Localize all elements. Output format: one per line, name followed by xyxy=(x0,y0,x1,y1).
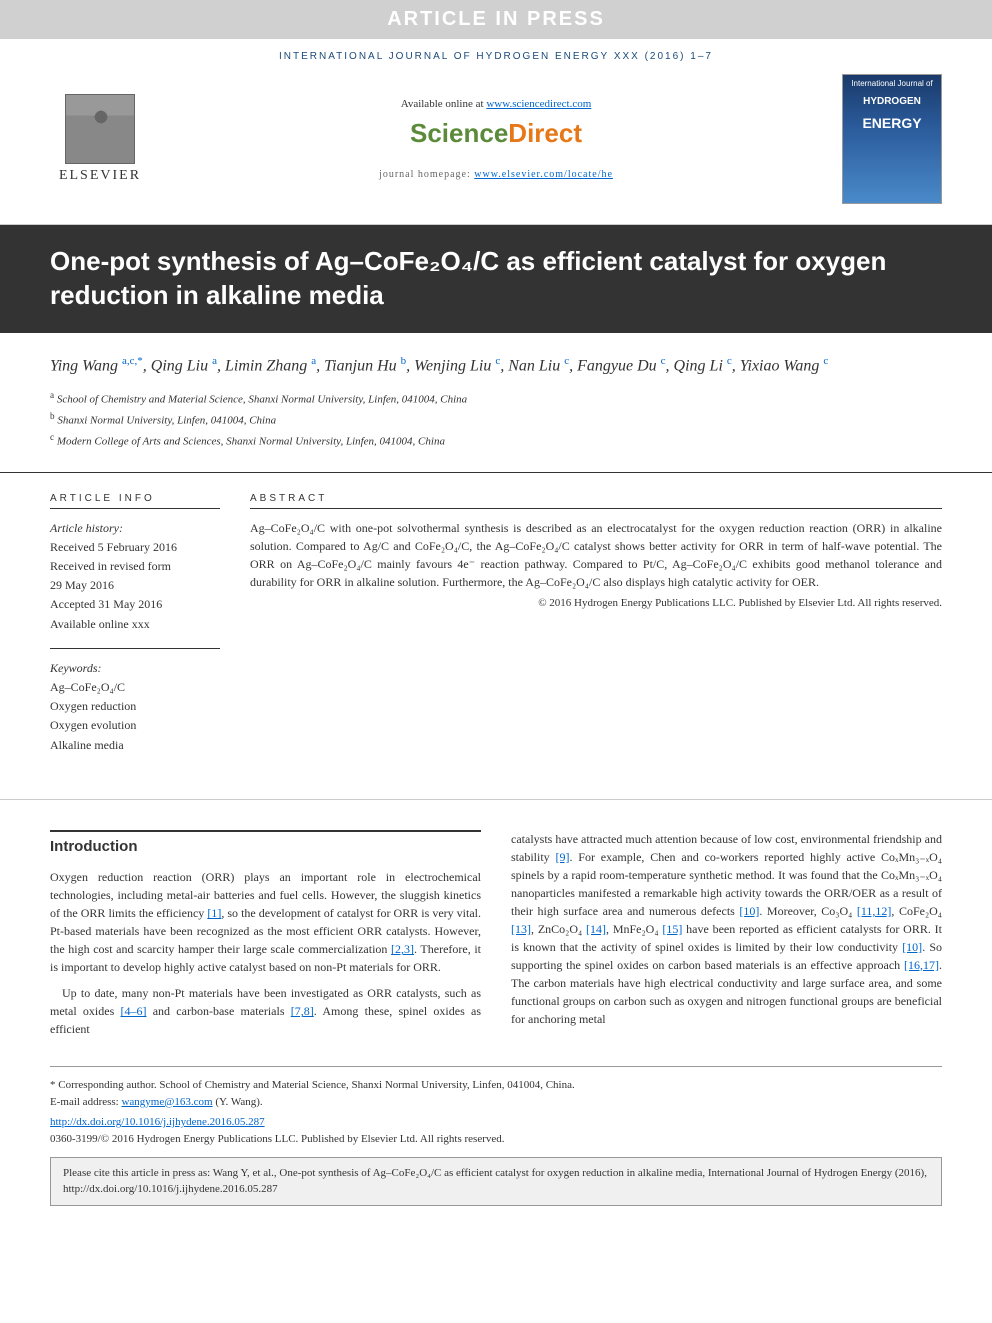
email-line: E-mail address: wangyme@163.com (Y. Wang… xyxy=(50,1094,942,1111)
cover-subtitle: International Journal of xyxy=(843,75,941,92)
doi-line: http://dx.doi.org/10.1016/j.ijhydene.201… xyxy=(50,1114,942,1131)
body-columns: Introduction Oxygen reduction reaction (… xyxy=(0,800,992,1067)
ref-link[interactable]: [11,12] xyxy=(857,904,892,918)
keywords-title: Keywords: xyxy=(50,659,220,678)
elsevier-tree-icon xyxy=(65,94,135,164)
article-info: ARTICLE INFO Article history: Received 5… xyxy=(50,493,250,769)
info-abstract-row: ARTICLE INFO Article history: Received 5… xyxy=(0,473,992,800)
cover-energy: ENERGY xyxy=(843,111,941,135)
keywords-section: Keywords: Ag–CoFe₂O₄/COxygen reductionOx… xyxy=(50,648,220,755)
ref-link[interactable]: [7,8] xyxy=(291,1004,314,1018)
available-online-text: Available online at www.sciencedirect.co… xyxy=(170,98,822,110)
corresponding-author: * Corresponding author. School of Chemis… xyxy=(50,1077,942,1094)
issn-copyright: 0360-3199/© 2016 Hydrogen Energy Publica… xyxy=(50,1131,942,1148)
keyword: Oxygen reduction xyxy=(50,697,220,716)
cite-box: Please cite this article in press as: Wa… xyxy=(50,1157,942,1206)
ref-link[interactable]: [10] xyxy=(739,904,759,918)
intro-para-1: Oxygen reduction reaction (ORR) plays an… xyxy=(50,868,481,976)
ref-link[interactable]: [10] xyxy=(902,940,922,954)
abstract-text: Ag–CoFe₂O₄/C with one-pot solvothermal s… xyxy=(250,519,942,591)
elsevier-logo: ELSEVIER xyxy=(50,94,150,184)
ref-link[interactable]: [2,3] xyxy=(391,942,414,956)
ref-link[interactable]: [4–6] xyxy=(120,1004,146,1018)
history-title: Article history: xyxy=(50,519,220,538)
authors-list: Ying Wang a,c,*, Qing Liu a, Limin Zhang… xyxy=(50,353,942,378)
affiliation-line: b Shanxi Normal University, Linfen, 0410… xyxy=(50,409,942,430)
intro-para-3: catalysts have attracted much attention … xyxy=(511,830,942,1028)
history-section: Article history: Received 5 February 201… xyxy=(50,519,220,634)
ref-link[interactable]: [16,17] xyxy=(904,958,939,972)
journal-homepage-link[interactable]: www.elsevier.com/locate/he xyxy=(474,169,613,180)
ref-link[interactable]: [15] xyxy=(662,922,682,936)
header-row: ELSEVIER Available online at www.science… xyxy=(0,74,992,225)
history-line: Available online xxx xyxy=(50,615,220,634)
affiliation-line: c Modern College of Arts and Sciences, S… xyxy=(50,430,942,451)
article-in-press-banner: ARTICLE IN PRESS xyxy=(0,0,992,39)
history-line: Received 5 February 2016 xyxy=(50,538,220,557)
email-link[interactable]: wangyme@163.com xyxy=(121,1096,212,1108)
ref-link[interactable]: [9] xyxy=(555,850,569,864)
article-info-body: Article history: Received 5 February 201… xyxy=(50,519,220,755)
abstract: ABSTRACT Ag–CoFe₂O₄/C with one-pot solvo… xyxy=(250,493,942,769)
affiliations: a School of Chemistry and Material Scien… xyxy=(0,388,992,473)
title-section: One-pot synthesis of Ag–CoFe₂O₄/C as eff… xyxy=(0,225,992,333)
intro-para-2: Up to date, many non-Pt materials have b… xyxy=(50,984,481,1038)
history-line: Accepted 31 May 2016 xyxy=(50,595,220,614)
abstract-heading: ABSTRACT xyxy=(250,493,942,509)
keyword: Oxygen evolution xyxy=(50,716,220,735)
column-left: Introduction Oxygen reduction reaction (… xyxy=(50,830,481,1047)
ref-link[interactable]: [1] xyxy=(207,906,221,920)
elsevier-label: ELSEVIER xyxy=(50,168,150,184)
history-line: 29 May 2016 xyxy=(50,576,220,595)
column-right: catalysts have attracted much attention … xyxy=(511,830,942,1047)
doi-link[interactable]: http://dx.doi.org/10.1016/j.ijhydene.201… xyxy=(50,1116,265,1128)
sciencedirect-link[interactable]: www.sciencedirect.com xyxy=(486,98,591,110)
authors-section: Ying Wang a,c,*, Qing Liu a, Limin Zhang… xyxy=(0,333,992,388)
journal-cover: International Journal of HYDROGEN ENERGY xyxy=(842,74,942,204)
article-info-heading: ARTICLE INFO xyxy=(50,493,220,509)
cover-hydrogen: HYDROGEN xyxy=(843,92,941,111)
keyword: Alkaline media xyxy=(50,736,220,755)
ref-link[interactable]: [13] xyxy=(511,922,531,936)
affiliation-line: a School of Chemistry and Material Scien… xyxy=(50,388,942,409)
abstract-copyright: © 2016 Hydrogen Energy Publications LLC.… xyxy=(250,597,942,609)
sciencedirect-logo: ScienceDirect xyxy=(170,118,822,149)
ref-link[interactable]: [14] xyxy=(586,922,606,936)
introduction-heading: Introduction xyxy=(50,830,481,859)
journal-citation-header: INTERNATIONAL JOURNAL OF HYDROGEN ENERGY… xyxy=(0,39,992,74)
sciencedirect-block: Available online at www.sciencedirect.co… xyxy=(150,98,842,180)
keyword: Ag–CoFe₂O₄/C xyxy=(50,678,220,697)
history-line: Received in revised form xyxy=(50,557,220,576)
footer-corresponding: * Corresponding author. School of Chemis… xyxy=(50,1066,942,1157)
article-title: One-pot synthesis of Ag–CoFe₂O₄/C as eff… xyxy=(50,245,942,313)
journal-homepage: journal homepage: www.elsevier.com/locat… xyxy=(170,169,822,180)
